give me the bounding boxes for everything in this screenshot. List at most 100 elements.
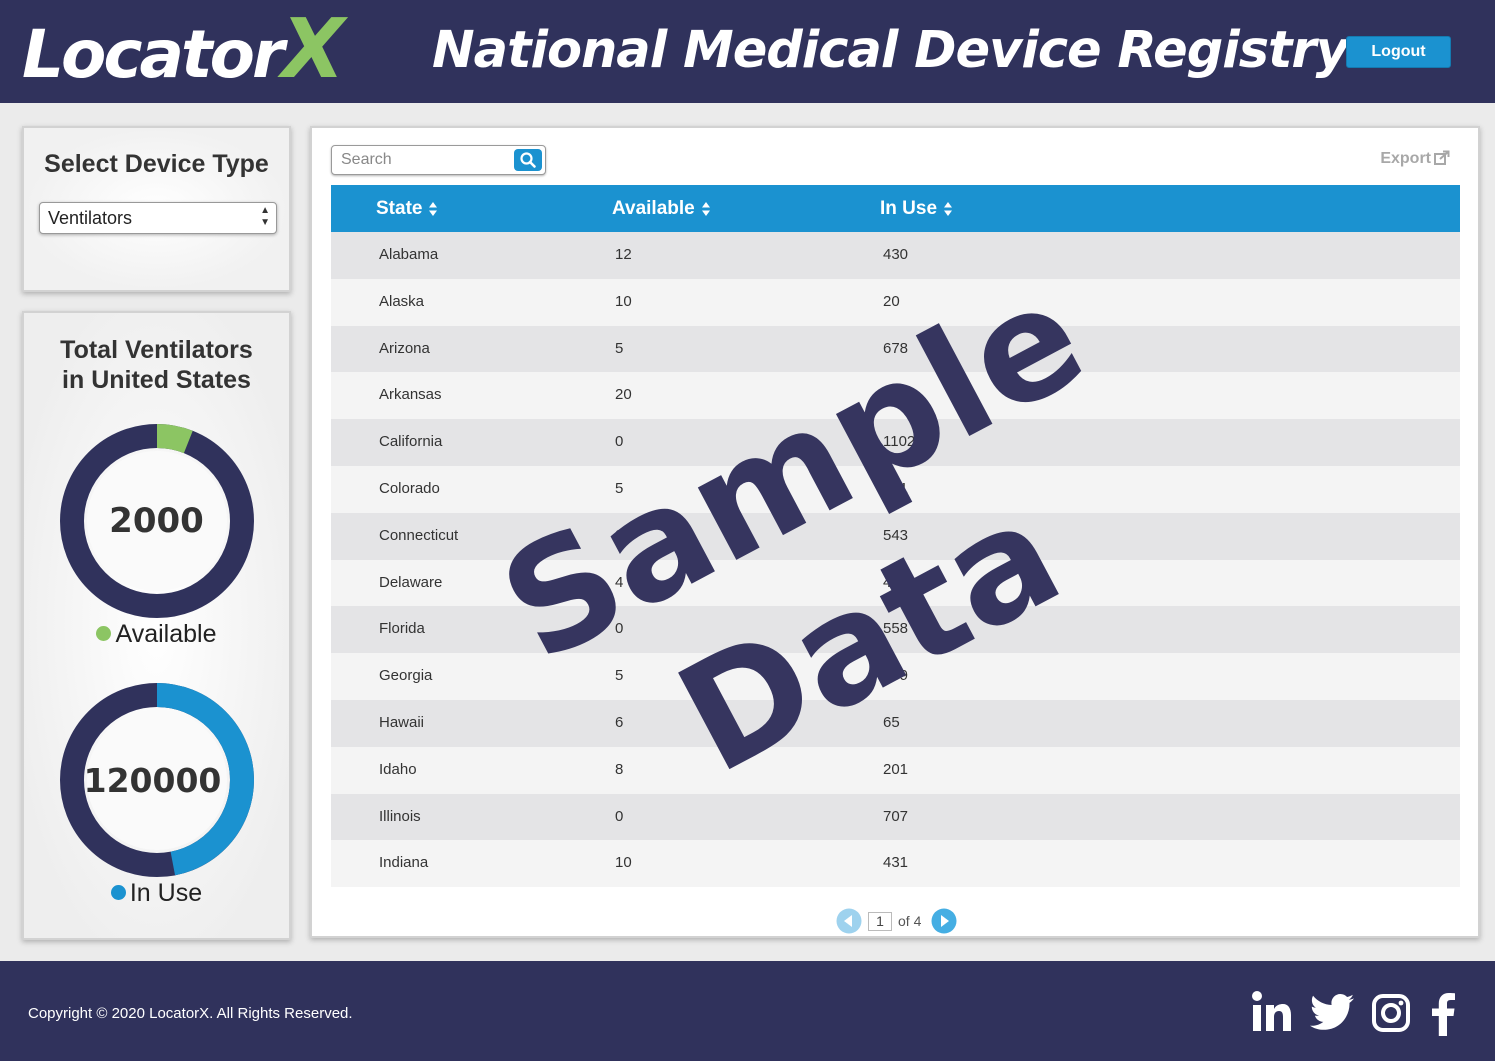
facebook-icon[interactable]: [1430, 992, 1456, 1036]
page-number-input[interactable]: 1: [868, 912, 892, 931]
export-label: Export: [1380, 150, 1431, 167]
cell-available: 10: [615, 854, 632, 872]
column-header-in-use[interactable]: In Use: [880, 185, 953, 232]
cell-in-use: 558: [883, 620, 909, 638]
export-icon: [1434, 150, 1450, 165]
table-row[interactable]: Alaska 10 20: [331, 278, 1460, 326]
table-row[interactable]: Idaho 8 201: [331, 746, 1460, 794]
device-type-heading: Select Device Type: [44, 150, 269, 178]
sort-icon: [429, 201, 438, 216]
device-type-select[interactable]: Ventilators ▲ ▼: [39, 202, 277, 234]
table-body: Alabama 12 430 Alaska 10 20 Arizona 5 678 Arka…: [331, 232, 1460, 888]
copyright-text: Copyright © 2020 LocatorX. All Rights Re…: [28, 1005, 353, 1022]
column-header-state[interactable]: State: [376, 185, 438, 232]
select-arrows-icon: ▲ ▼: [260, 205, 270, 228]
cell-available: 0: [615, 620, 624, 638]
table-row[interactable]: Georgia 5 639: [331, 653, 1460, 700]
table-row[interactable]: Arkansas 20 329: [331, 372, 1460, 420]
in-use-donut-arc: [60, 683, 254, 877]
export-button[interactable]: Export: [1380, 150, 1450, 168]
cell-state: Arizona: [379, 339, 430, 357]
totals-title: Total Ventilators in United States: [24, 335, 289, 395]
instagram-icon[interactable]: [1372, 994, 1410, 1032]
cell-in-use: 678: [883, 339, 909, 357]
cell-available: 5: [615, 667, 624, 685]
search-button[interactable]: [514, 149, 542, 171]
cell-state: Idaho: [379, 760, 417, 778]
cell-in-use: 1102: [883, 433, 916, 451]
column-header-available[interactable]: Available: [612, 185, 711, 232]
cell-state: Alabama: [379, 246, 439, 263]
app-header: LocatorX National Medical Device Registr…: [0, 0, 1495, 103]
cell-available: 5: [615, 339, 624, 357]
available-legend-dot-icon: [96, 626, 112, 641]
available-legend: Available: [24, 620, 289, 649]
table-row[interactable]: Illinois 0 707: [331, 793, 1460, 841]
page-count-label: of 4: [898, 913, 922, 929]
logout-button[interactable]: Logout: [1346, 36, 1451, 68]
app-footer: Copyright © 2020 LocatorX. All Rights Re…: [0, 961, 1495, 1061]
cell-in-use: 446: [883, 573, 909, 591]
table-row[interactable]: Hawaii 6 65: [331, 699, 1460, 747]
cell-state: California: [379, 433, 443, 451]
table-header: State Available In Use: [331, 185, 1460, 232]
locatorx-logo: LocatorX: [22, 8, 345, 97]
sort-icon: [701, 201, 710, 216]
search-icon: [520, 152, 536, 168]
cell-in-use: 707: [883, 807, 909, 825]
in-use-legend: In Use: [24, 879, 289, 908]
sort-icon: [944, 201, 953, 216]
registry-table-panel: Export State Available In Use Alabama124…: [310, 126, 1480, 938]
cell-available: 5: [615, 479, 624, 497]
cell-available: 20: [615, 386, 632, 404]
cell-state: Alaska: [379, 292, 425, 310]
search-box: [331, 145, 546, 175]
cell-available: 0: [615, 807, 624, 825]
table-row[interactable]: Arizona 5 678: [331, 325, 1460, 373]
cell-available: 10: [615, 292, 632, 310]
cell-in-use: 430: [883, 246, 909, 263]
cell-state: Florida: [379, 620, 425, 638]
cell-in-use: 639: [883, 667, 909, 685]
twitter-icon[interactable]: [1310, 994, 1354, 1031]
cell-in-use: 431: [883, 854, 909, 872]
cell-available: 0: [615, 433, 624, 451]
cell-available: 2: [615, 526, 624, 544]
cell-state: Connecticut: [379, 526, 459, 544]
totals-title-line2: in United States: [62, 366, 251, 394]
cell-state: Arkansas: [379, 386, 442, 404]
device-type-selected-value: Ventilators: [48, 208, 133, 228]
table-row[interactable]: Connecticut 2 543: [331, 512, 1460, 560]
in-use-donut-center: [87, 710, 227, 850]
in-use-total-value: 120000: [83, 761, 222, 800]
cell-in-use: 201: [883, 760, 909, 778]
logo-text: Locator: [22, 16, 284, 93]
in-use-donut: [60, 683, 254, 877]
cell-in-use: 65: [883, 713, 900, 731]
totals-panel: Total Ventilators in United States 2000 …: [22, 311, 291, 940]
table-row[interactable]: Delaware 4 446: [331, 559, 1460, 607]
available-donut-center: [87, 451, 227, 591]
cell-state: Colorado: [379, 479, 440, 497]
table-row[interactable]: Indiana 10 431: [331, 840, 1460, 888]
linkedin-icon[interactable]: [1252, 991, 1292, 1033]
cell-in-use: 543: [883, 526, 909, 544]
table-row[interactable]: California 0 1102: [331, 419, 1460, 466]
cell-state: Delaware: [379, 573, 443, 591]
cell-available: 4: [615, 573, 624, 591]
available-donut-arc: [60, 424, 254, 618]
next-page-icon[interactable]: [931, 908, 957, 934]
cell-state: Indiana: [379, 854, 429, 872]
available-total-value: 2000: [109, 501, 204, 541]
search-input[interactable]: [341, 150, 511, 170]
table-row[interactable]: Florida 0 558: [331, 606, 1460, 654]
table-row[interactable]: Alabama 12 430: [331, 232, 1460, 279]
logo-accent: X: [281, 2, 345, 97]
in-use-legend-dot-icon: [110, 885, 126, 900]
page-title: National Medical Device Registry: [432, 21, 1349, 80]
previous-page-icon[interactable]: [836, 908, 862, 934]
cell-in-use: 329: [883, 386, 909, 404]
available-donut: [60, 424, 254, 618]
column-header-in-use-label: In Use: [880, 198, 938, 219]
table-row[interactable]: Colorado 5 561: [331, 465, 1460, 513]
